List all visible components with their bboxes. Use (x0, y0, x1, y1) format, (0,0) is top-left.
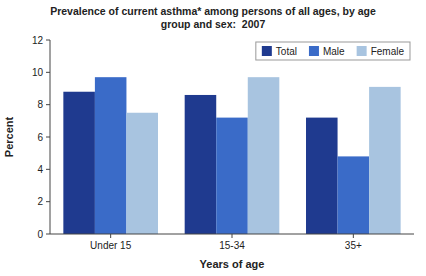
y-tick (46, 169, 50, 170)
y-tick-label: 10 (32, 67, 44, 78)
legend-swatch (357, 46, 367, 56)
bars (63, 77, 400, 234)
x-tick (353, 234, 354, 238)
legend-label: Total (276, 46, 297, 57)
y-axis (50, 40, 51, 234)
y-tick-label: 2 (37, 196, 43, 207)
x-axis (50, 234, 414, 235)
x-tick-label: 35+ (345, 240, 362, 251)
y-tick-label: 0 (37, 229, 43, 240)
title: Prevalence of current asthma* among pers… (50, 5, 376, 30)
y-tick-label: 4 (37, 164, 43, 175)
legend-label: Female (371, 46, 405, 57)
x-tick-label: Under 15 (90, 240, 132, 251)
bar (185, 95, 217, 234)
x-tick-label: 15-34 (219, 240, 245, 251)
bar (216, 118, 248, 234)
bar (306, 118, 338, 234)
y-tick (46, 40, 50, 41)
legend-swatch (262, 46, 272, 56)
y-tick (46, 234, 50, 235)
x-axis-label: Years of age (200, 258, 265, 270)
bar (369, 87, 401, 234)
y-tick-label: 6 (37, 132, 43, 143)
bar (126, 113, 158, 234)
chart: Prevalence of current asthma* among pers… (0, 0, 426, 276)
y-tick (46, 201, 50, 202)
legend: Total Male Female (256, 42, 410, 60)
y-tick-label: 8 (37, 99, 43, 110)
y-tick (46, 137, 50, 138)
bar (63, 92, 95, 234)
legend-swatch (309, 46, 319, 56)
legend-label: Male (323, 46, 345, 57)
y-axis-label: Percent (3, 116, 15, 157)
y-tick (46, 72, 50, 73)
y-tick-label: 12 (32, 35, 44, 46)
y-tick (46, 104, 50, 105)
x-tick (110, 234, 111, 238)
x-tick (232, 234, 233, 238)
bar (248, 77, 280, 234)
bar (95, 77, 127, 234)
legend-frame (256, 42, 410, 60)
bar (338, 156, 370, 234)
